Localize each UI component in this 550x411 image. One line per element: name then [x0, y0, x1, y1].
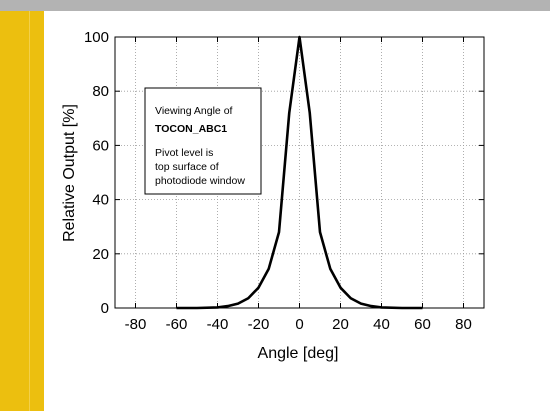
y-axis-title: Relative Output [%]	[61, 104, 78, 242]
annotation-line-5: photodiode window	[155, 175, 245, 187]
y-tick-label: 60	[92, 137, 109, 154]
y-tick-label: 0	[101, 300, 109, 317]
x-tick-labels: -80 -60 -40 -20 0 20 40 60 80	[125, 316, 472, 333]
accent-band	[0, 11, 44, 411]
x-tick-label: -40	[207, 316, 229, 333]
x-tick-label: 20	[332, 316, 349, 333]
annotation-line-4: top surface of	[155, 161, 219, 173]
x-axis-title: Angle [deg]	[258, 345, 339, 362]
annotation-line-3: Pivot level is	[155, 147, 213, 159]
annotation-device-name: TOCON_ABC1	[155, 123, 227, 135]
x-tick-label: 60	[414, 316, 431, 333]
y-tick-label: 100	[84, 29, 109, 46]
y-tick-labels: 0 20 40 60 80 100	[84, 29, 109, 317]
relative-output-curve	[176, 35, 423, 310]
axis-ticks	[115, 36, 484, 309]
x-tick-label: -20	[248, 316, 270, 333]
x-tick-label: -80	[125, 316, 147, 333]
top-bar	[0, 0, 550, 11]
annotation-line-1: Viewing Angle of	[155, 105, 233, 117]
x-tick-label: -60	[166, 316, 188, 333]
x-tick-label: 40	[373, 316, 390, 333]
y-tick-label: 80	[92, 83, 109, 100]
accent-band-divider	[29, 11, 30, 411]
x-tick-label: 0	[295, 316, 303, 333]
x-tick-label: 80	[455, 316, 472, 333]
y-tick-label: 20	[92, 246, 109, 263]
y-tick-label: 40	[92, 192, 109, 209]
annotation-box: Viewing Angle of TOCON_ABC1 Pivot level …	[144, 87, 262, 195]
